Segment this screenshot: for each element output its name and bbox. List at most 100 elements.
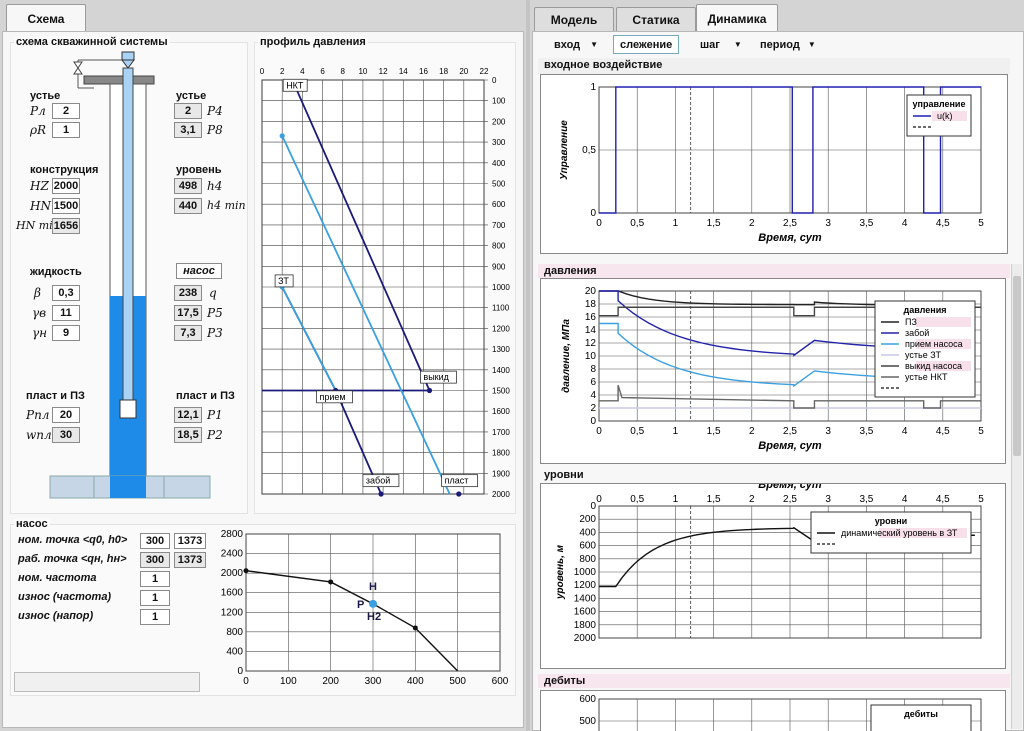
x-tick: 3 bbox=[825, 494, 831, 505]
pl-input[interactable]: 2 bbox=[52, 103, 80, 119]
profile-x-tick: 20 bbox=[459, 67, 468, 76]
ppl-input[interactable]: 20 bbox=[52, 407, 80, 423]
y-tick: 14 bbox=[585, 325, 597, 336]
y-tick: 600 bbox=[579, 541, 596, 552]
legend-title: дебиты bbox=[904, 709, 938, 719]
nkt-profile-line bbox=[292, 81, 431, 391]
period-label: период bbox=[760, 38, 800, 51]
x-axis-label: Время, сут bbox=[758, 484, 822, 491]
pump-row-label: ном. точка <q0, h0> bbox=[18, 534, 128, 546]
x-tick: 0 bbox=[596, 218, 602, 229]
x-tick: 1,5 bbox=[707, 426, 721, 437]
p5-value: 17,5 bbox=[174, 305, 202, 321]
profile-y-tick: 2000 bbox=[492, 490, 510, 499]
x-tick: 4,5 bbox=[936, 494, 950, 505]
construction-title: конструкция bbox=[30, 164, 99, 176]
charts-scroll-area[interactable]: давления 0 0,5 1 1,5 2 2,5 3 3,5 4 4,5 5 0 2 4 6 8 10 12 1… bbox=[538, 262, 1010, 731]
hn-input[interactable]: 1500 bbox=[52, 198, 80, 214]
hz-input[interactable]: 2000 bbox=[52, 178, 80, 194]
legend-title: управление bbox=[913, 99, 966, 109]
y-axis-label: уровень, м bbox=[555, 544, 566, 600]
gamma-n-input[interactable]: 9 bbox=[52, 325, 80, 341]
pump-x-tick: 600 bbox=[492, 676, 509, 687]
h4-value: 498 bbox=[174, 178, 202, 194]
x-tick: 5 bbox=[978, 494, 984, 505]
chevron-down-icon: ▼ bbox=[590, 40, 599, 49]
slezhenie-button[interactable]: слежение bbox=[613, 35, 680, 54]
pump-label-h2: H2 bbox=[367, 611, 381, 623]
profile-y-tick: 1800 bbox=[492, 449, 510, 458]
profile-y-tick: 1100 bbox=[492, 304, 510, 313]
input-section-header bbox=[538, 58, 1010, 74]
p1-value: 12,1 bbox=[174, 407, 202, 423]
h4min-symbol: h4 min bbox=[207, 199, 246, 212]
tab-statika-label: Статика bbox=[632, 13, 680, 27]
profile-x-tick: 10 bbox=[358, 67, 367, 76]
profile-x-tick: 22 bbox=[480, 67, 489, 76]
x-tick: 1,5 bbox=[707, 218, 721, 229]
pump-row-value2[interactable]: 1373 bbox=[174, 533, 206, 549]
h4min-value: 440 bbox=[174, 198, 202, 214]
y-tick: 600 bbox=[579, 694, 596, 705]
pump-row-value1[interactable]: 300 bbox=[140, 533, 170, 549]
rho-input[interactable]: 1 bbox=[52, 122, 80, 138]
profile-x-tick: 18 bbox=[439, 67, 448, 76]
profile-x-tick: 12 bbox=[379, 67, 388, 76]
x-tick: 3,5 bbox=[859, 426, 873, 437]
pump-row-value1[interactable]: 1 bbox=[140, 571, 170, 587]
beta-input[interactable]: 0,3 bbox=[52, 285, 80, 301]
y-axis-label: Управление bbox=[559, 120, 570, 180]
y-tick: 400 bbox=[579, 527, 596, 538]
profile-y-tick: 0 bbox=[492, 76, 497, 85]
zt-annulus-line bbox=[281, 286, 337, 391]
series-u bbox=[599, 86, 981, 214]
y-tick: 1 bbox=[590, 82, 596, 93]
x-tick: 3,5 bbox=[859, 218, 873, 229]
debit-chart: 600 500 дебиты bbox=[579, 694, 982, 731]
y-tick: 500 bbox=[579, 716, 596, 727]
well-drawing bbox=[49, 51, 211, 499]
pressure-section-header bbox=[538, 264, 1010, 278]
valve-icon bbox=[73, 61, 83, 69]
shag-dropdown[interactable]: шаг ▼ bbox=[694, 35, 748, 54]
well-scheme-title: схема скважинной системы bbox=[14, 36, 170, 48]
pump-x-tick: 400 bbox=[407, 676, 424, 687]
profile-y-tick: 1300 bbox=[492, 345, 510, 354]
legend-bg bbox=[916, 361, 971, 371]
profile-label-vykid: выкид bbox=[423, 372, 449, 382]
pump-label-h: H bbox=[369, 581, 377, 593]
pump-row-value1[interactable]: 1 bbox=[140, 590, 170, 606]
vhod-dropdown[interactable]: вход ▼ bbox=[548, 35, 604, 54]
p2-value: 18,5 bbox=[174, 427, 202, 443]
profile-x-tick: 4 bbox=[300, 67, 305, 76]
x-tick: 5 bbox=[978, 218, 984, 229]
tab-statika[interactable]: Статика bbox=[616, 7, 696, 32]
profile-y-tick: 500 bbox=[492, 180, 506, 189]
ustye-right-title: устье bbox=[176, 90, 207, 102]
tab-dinamika[interactable]: Динамика bbox=[696, 4, 778, 32]
x-tick: 0,5 bbox=[630, 218, 644, 229]
pump-x-tick: 300 bbox=[365, 676, 382, 687]
period-dropdown[interactable]: период ▼ bbox=[754, 35, 822, 54]
splitter[interactable] bbox=[526, 0, 530, 731]
pump-param-title: насос bbox=[176, 263, 222, 279]
profile-y-tick: 1700 bbox=[492, 428, 510, 437]
x-tick: 4,5 bbox=[936, 426, 950, 437]
h4-symbol: h4 bbox=[207, 179, 223, 193]
tab-schema[interactable]: Схема bbox=[6, 4, 86, 32]
legend-item: устье ЗТ bbox=[905, 350, 941, 360]
scrollbar-thumb[interactable] bbox=[1013, 276, 1021, 456]
profile-y-tick: 900 bbox=[492, 262, 506, 271]
p2-symbol: P2 bbox=[207, 428, 223, 442]
profile-point bbox=[426, 387, 433, 394]
profile-point bbox=[456, 491, 462, 497]
pump-row-value1[interactable]: 1 bbox=[140, 609, 170, 625]
legend-title: уровни bbox=[875, 516, 907, 526]
profile-x-tick: 6 bbox=[320, 67, 325, 76]
vertical-scrollbar[interactable] bbox=[1011, 264, 1022, 729]
input-section-title: входное воздействие bbox=[544, 59, 663, 71]
gamma-v-input[interactable]: 11 bbox=[52, 305, 80, 321]
y-tick: 0 bbox=[590, 501, 596, 512]
y-tick: 1000 bbox=[574, 567, 597, 578]
tab-model[interactable]: Модель bbox=[534, 7, 614, 32]
